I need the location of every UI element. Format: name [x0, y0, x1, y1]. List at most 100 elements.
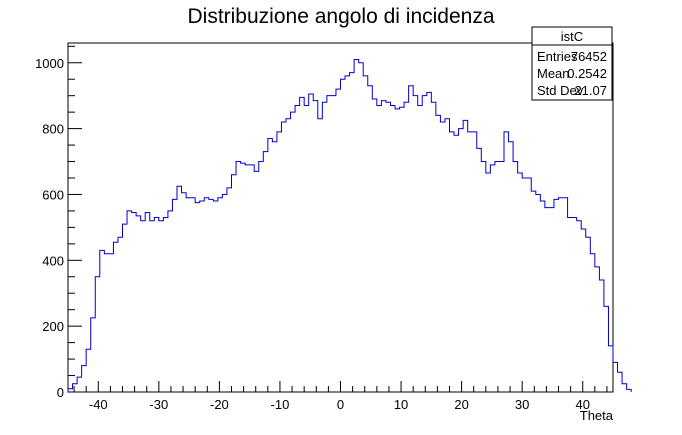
histogram-bin — [91, 318, 96, 392]
x-tick-label: -30 — [149, 397, 168, 412]
stats-mean-label: Mean — [537, 66, 570, 81]
histogram-bin — [186, 198, 191, 392]
histogram-bin — [232, 175, 237, 392]
chart-title: Distribuzione angolo di incidenza — [187, 5, 494, 28]
histogram-bin — [259, 162, 264, 392]
histogram-bin — [172, 199, 177, 392]
x-tick-label: -20 — [210, 397, 229, 412]
histogram-bin — [95, 277, 100, 392]
histogram-bin — [286, 119, 291, 392]
x-tick-label: -10 — [271, 397, 290, 412]
histogram-bin — [599, 280, 604, 392]
histogram-bin — [195, 203, 200, 392]
histogram-bin — [154, 218, 159, 393]
histogram-bin — [454, 135, 459, 392]
histogram-bin — [413, 96, 418, 392]
y-axis: 0 200 400 600 800 1000 — [35, 45, 82, 400]
histogram-bin — [536, 194, 541, 392]
histogram-bin — [559, 198, 564, 392]
histogram-line — [67, 58, 632, 392]
histogram-bin — [468, 132, 473, 392]
histogram-bin — [608, 346, 613, 392]
x-tick-label: 0 — [337, 397, 344, 412]
histogram-bin — [331, 96, 336, 392]
histogram-bin — [372, 99, 377, 392]
histogram-bin — [540, 201, 545, 392]
histogram-bin — [182, 193, 187, 392]
histogram-bin — [336, 89, 341, 392]
histogram-bin — [395, 109, 400, 392]
histogram-bin — [568, 218, 573, 393]
stats-stddev-label: Std Dev — [537, 83, 584, 98]
histogram-bin — [327, 96, 332, 392]
histogram-bin — [200, 201, 205, 392]
histogram-bin — [486, 173, 491, 392]
histogram-bin — [82, 366, 87, 392]
stats-mean-value: 0.2542 — [567, 66, 607, 81]
histogram-bin — [377, 106, 382, 392]
stats-entries-value: 76452 — [571, 49, 607, 64]
stats-box-name: istC — [561, 29, 583, 44]
histogram-bin — [145, 213, 150, 392]
stats-stddev-value: 21.07 — [574, 83, 607, 98]
histogram-bin — [368, 86, 373, 392]
histogram-bin — [440, 122, 445, 392]
histogram-bin — [159, 221, 164, 392]
histogram-bin — [613, 362, 618, 392]
histogram-bin — [418, 106, 423, 392]
y-tick-label: 600 — [42, 187, 64, 202]
histogram-bin — [427, 92, 432, 392]
histogram-bin — [590, 254, 595, 392]
histogram-bin — [309, 94, 314, 392]
histogram-bin — [281, 122, 286, 392]
histogram-bin — [313, 101, 318, 392]
histogram-bin — [381, 101, 386, 392]
stats-box: istC Entries 76452 Mean 0.2542 Std Dev 2… — [531, 26, 613, 101]
histogram-bin — [431, 102, 436, 392]
histogram-bin — [495, 162, 500, 392]
histogram-bin — [504, 132, 509, 392]
histogram-bin — [386, 102, 391, 392]
histogram-bin — [622, 384, 627, 392]
histogram-bin — [204, 198, 209, 392]
histogram-bin — [291, 112, 296, 392]
histogram-bin — [518, 173, 523, 392]
histogram-bin — [586, 237, 591, 392]
histogram-bin — [549, 208, 554, 392]
histogram-bin — [100, 250, 105, 392]
histogram-bin — [618, 372, 623, 392]
histogram-bin — [522, 178, 527, 392]
histogram-bin — [513, 162, 518, 392]
histogram-bin — [350, 73, 355, 392]
x-tick-label: 10 — [394, 397, 408, 412]
histogram-bin — [577, 221, 582, 392]
histogram-bin — [545, 208, 550, 392]
histogram-bin — [436, 115, 441, 392]
histogram-bin — [341, 79, 346, 392]
histogram-bin — [318, 119, 323, 392]
histogram-bin — [490, 165, 495, 392]
histogram-bin — [191, 198, 196, 392]
histogram-bin — [404, 102, 409, 392]
histogram-bin — [113, 242, 118, 392]
histogram-bin — [481, 162, 486, 392]
histogram-bin — [150, 221, 155, 392]
histogram-bin — [527, 178, 532, 392]
histogram-bin — [177, 186, 182, 392]
histogram-bin — [209, 199, 214, 392]
histogram-bin — [163, 218, 168, 393]
histogram-bin — [213, 201, 218, 392]
histogram-bin — [390, 106, 395, 392]
histogram-bin — [227, 188, 232, 392]
histogram-bin — [300, 97, 305, 392]
histogram-bin — [272, 142, 277, 392]
histogram-bin — [118, 237, 123, 392]
x-axis: -40 -30 -20 -10 0 10 20 30 40 — [73, 381, 608, 412]
histogram-bin — [132, 213, 137, 392]
histogram-bin — [109, 254, 114, 392]
histogram-bin — [263, 152, 268, 392]
histogram-bin — [354, 59, 359, 392]
histogram-bin — [295, 106, 300, 392]
x-tick-label: 30 — [515, 397, 529, 412]
